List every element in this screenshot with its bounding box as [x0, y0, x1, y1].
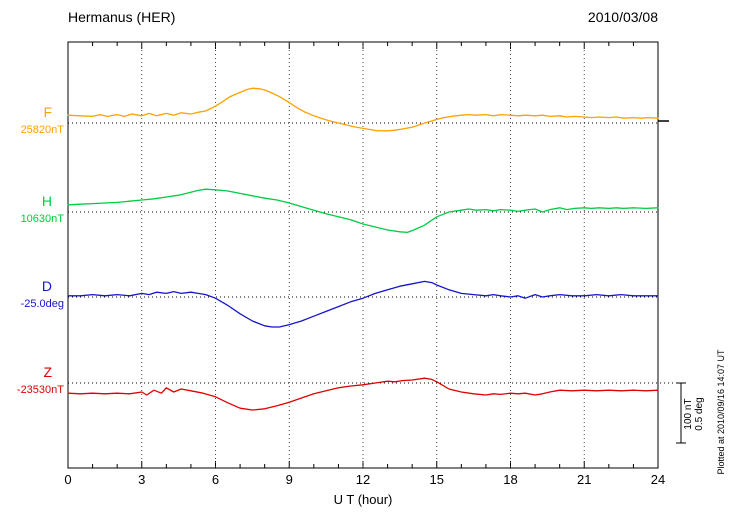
x-tick-label: 12: [355, 472, 371, 487]
x-tick-label: 6: [211, 472, 220, 487]
x-tick-label: 18: [503, 472, 518, 487]
x-tick-label: 0: [64, 472, 72, 487]
plot-date: 2010/03/08: [587, 9, 658, 25]
series-label-z: Z: [43, 364, 52, 380]
plotted-at-note: Plotted at 2010/09/16 14:07 UT: [716, 349, 726, 475]
x-axis-label: U T (hour): [333, 492, 393, 507]
trace-f: [67, 87, 659, 132]
scale-bar-nt-label: 100 nT: [683, 398, 694, 430]
trace-d: [67, 280, 659, 328]
trace-z: [67, 377, 659, 411]
x-tick-label: 3: [138, 472, 146, 487]
series-label-f: F: [43, 104, 52, 120]
scale-bar-deg-label: 0.5 deg: [694, 397, 705, 431]
trace-h: [67, 188, 659, 234]
x-tick-label: 9: [285, 472, 293, 487]
series-baseline-h: 10630nT: [20, 213, 64, 225]
station-title: Hermanus (HER): [68, 9, 176, 25]
series-label-h: H: [41, 193, 52, 209]
series-baseline-d: -25.0deg: [20, 298, 64, 310]
series-baseline-z: -23530nT: [16, 384, 64, 396]
scale-bar-labels: 100 nT 0.5 deg: [683, 397, 705, 430]
x-tick-label: 21: [577, 472, 592, 487]
series-label-d: D: [41, 278, 52, 294]
x-tick-label: 24: [650, 472, 666, 487]
series-baseline-f: 25820nT: [20, 124, 64, 136]
x-tick-label: 15: [429, 472, 444, 487]
